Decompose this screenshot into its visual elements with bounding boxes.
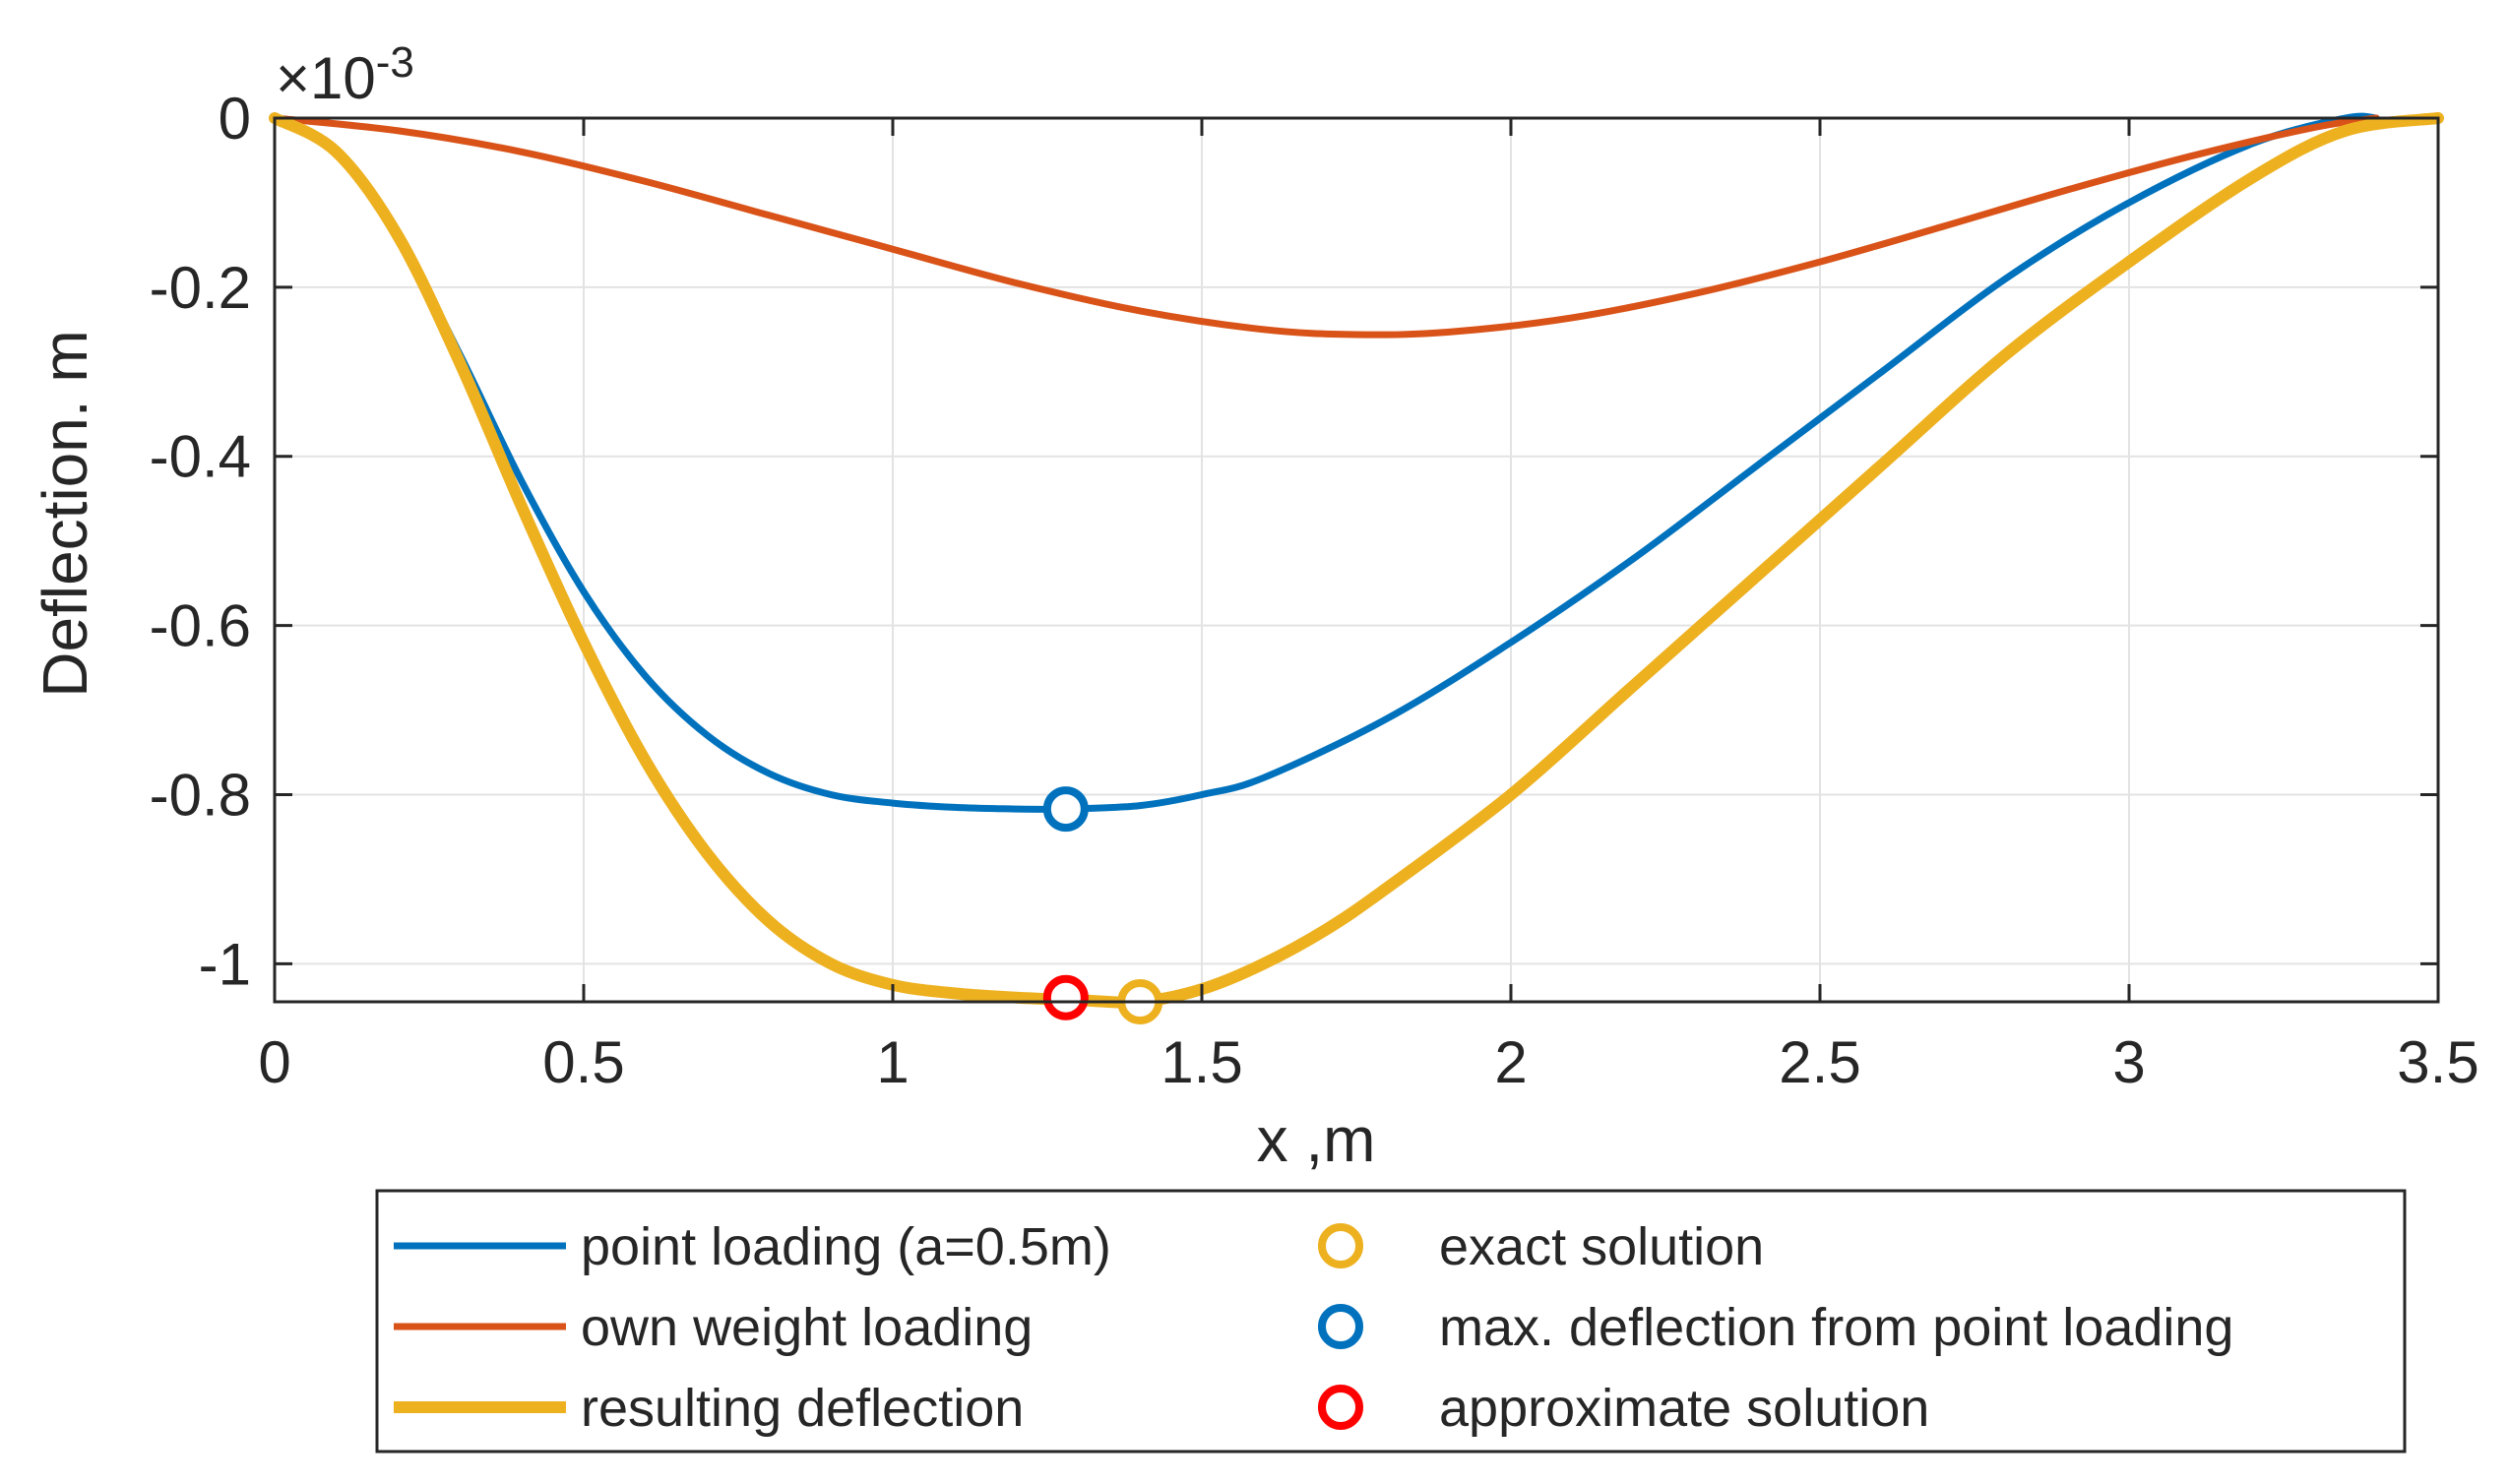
grid-layer [274,117,2439,1002]
legend-marker-approximate-solution [1318,1385,1363,1430]
x-tick-label: 1.5 [1160,1029,1242,1095]
x-tick-label: 3.5 [2397,1029,2478,1095]
legend-label-exact-solution: exact solution [1439,1217,1764,1276]
x-tick-label: 3 [2112,1029,2145,1095]
y-tick-label: -0.2 [150,255,251,321]
y-tick-label: -1 [199,931,251,997]
series-line-point-loading [271,112,2380,813]
legend: point loading (a=0.5m) own weight loadin… [375,1189,2407,1453]
axes-layer: 0 0.5 1 1.5 2 2.5 3 3.5 0 -0.2 -0.4 -0.6 -0.8 -1 [150,86,2479,1095]
legend-label-approximate-solution: approximate solution [1439,1379,1929,1438]
exponent-base: ×10 [276,45,376,111]
y-tick-label: -0.6 [150,593,251,659]
legend-box [375,1189,2407,1453]
x-axis-label: x ,m [1257,1104,1376,1175]
x-tick-label: 2.5 [1779,1029,1860,1095]
x-tick-label: 0 [258,1029,290,1095]
marker-approximate-solution [1042,974,1089,1020]
plot-area [275,118,2438,1002]
legend-marker-max-deflection [1318,1304,1363,1349]
x-tick-label: 1 [876,1029,909,1095]
legend-marker-exact-solution [1318,1223,1363,1268]
x-tick-label: 2 [1494,1029,1527,1095]
y-tick-label: -0.4 [150,424,251,490]
y-tick-label: -0.8 [150,762,251,828]
y-axis-exponent: ×10-3 [276,38,414,111]
marker-max-deflection [1042,786,1089,833]
exponent-power: -3 [376,38,414,87]
series-line-own-weight [271,114,2380,339]
y-axis-label: Deflection. m [30,330,100,697]
legend-label-point-loading: point loading (a=0.5m) [581,1217,1111,1276]
legend-label-own-weight: own weight loading [581,1298,1033,1357]
legend-label-max-deflection: max. deflection from point loading [1439,1298,2233,1357]
legend-label-resulting-deflection: resulting deflection [581,1379,1024,1438]
axes-box [273,116,2440,1004]
x-tick-label: 0.5 [542,1029,624,1095]
y-tick-label: 0 [219,86,251,152]
